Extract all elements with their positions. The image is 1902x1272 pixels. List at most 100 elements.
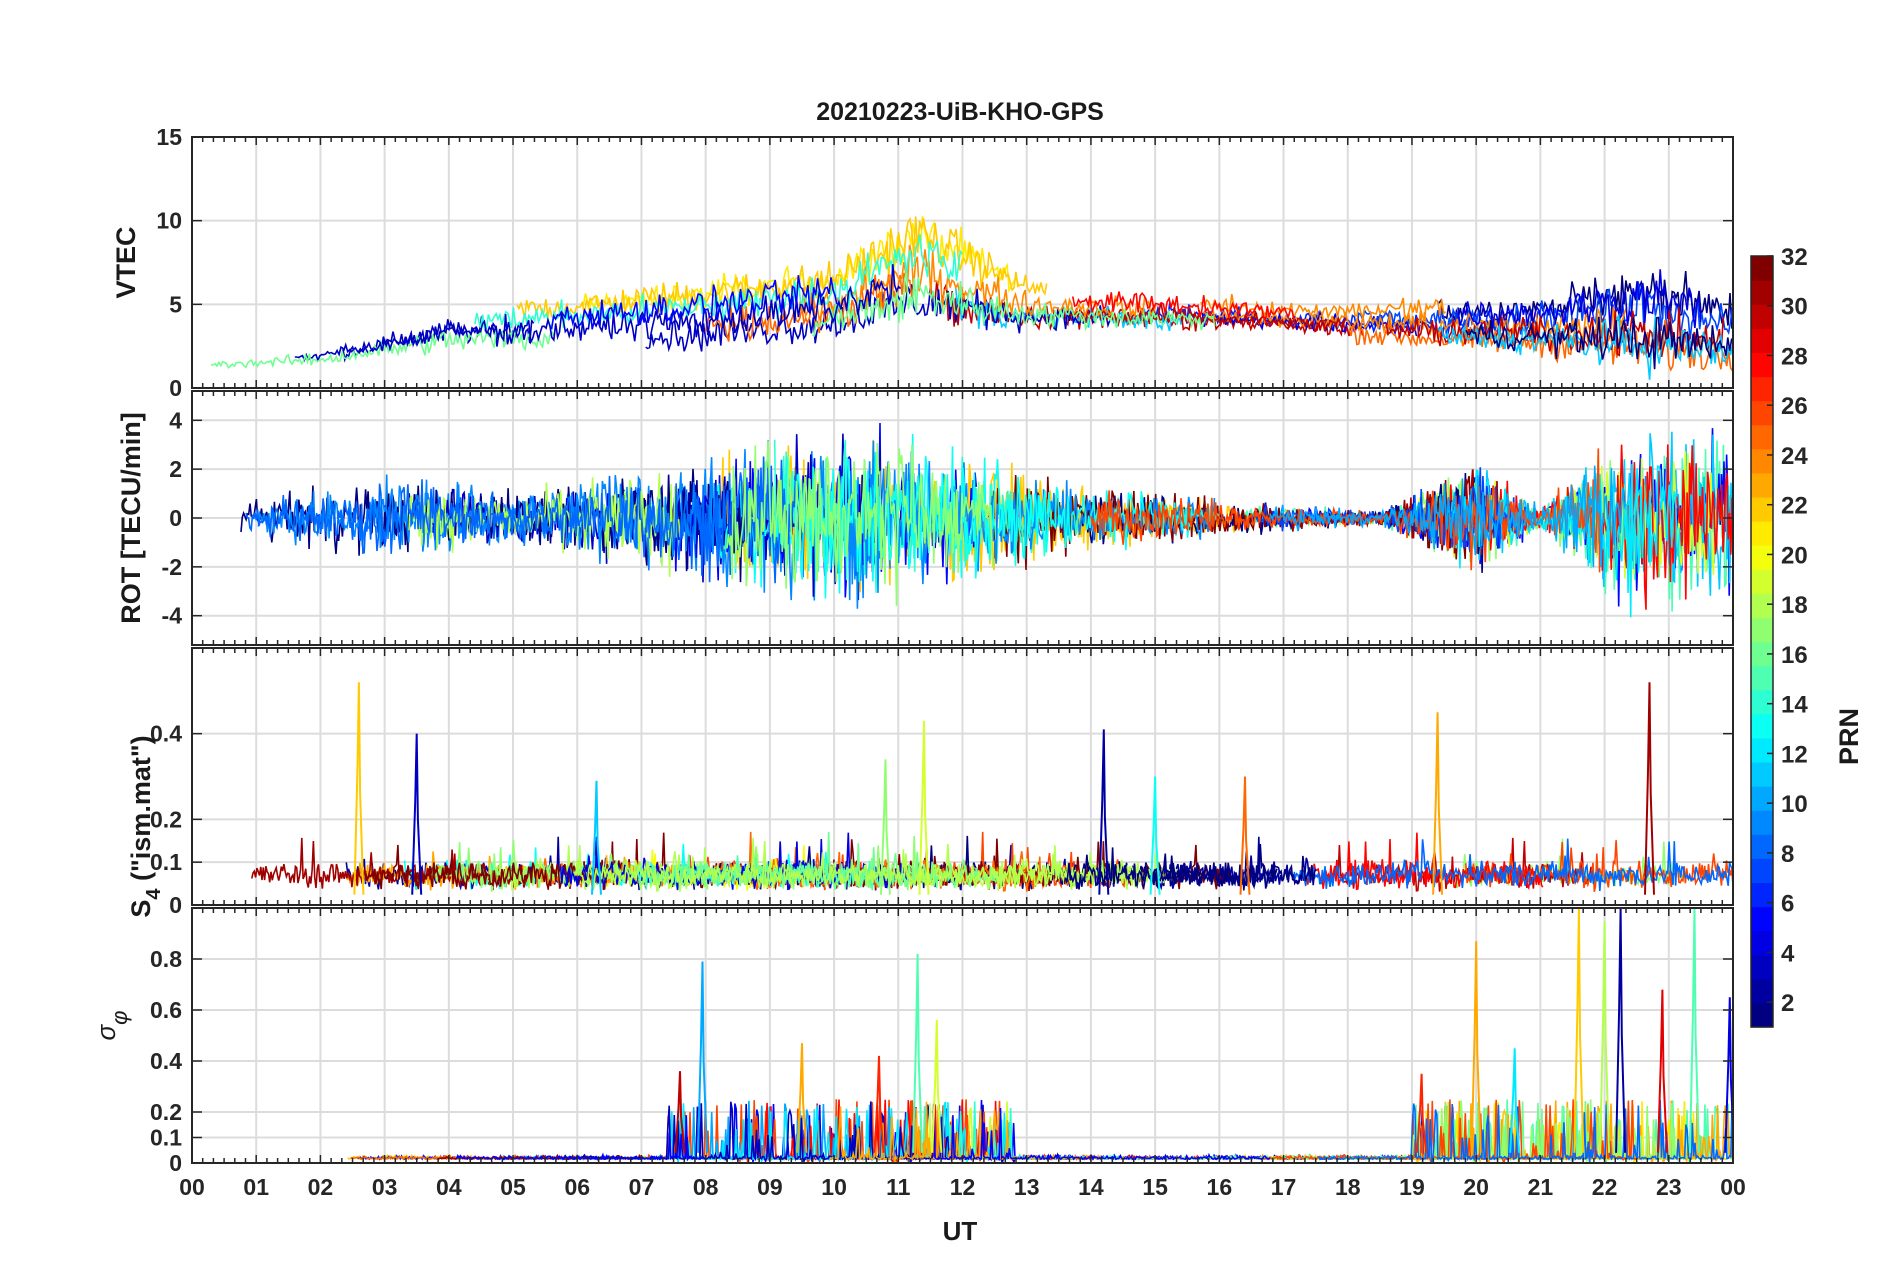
colorbar-tick-label: 24 <box>1781 443 1808 470</box>
x-tick-label: 21 <box>1528 1174 1554 1200</box>
panel-rot: -4 -2 0 2 4 ROT [TECU/min] <box>116 390 1734 646</box>
colorbar-band <box>1751 713 1773 739</box>
peak-trace <box>353 682 365 895</box>
peak-trace <box>1509 1048 1521 1153</box>
x-tick-label: 22 <box>1592 1174 1618 1200</box>
satellite-trace <box>516 216 1048 320</box>
colorbar-tick-label: 16 <box>1781 642 1808 669</box>
peak-trace <box>931 1020 943 1153</box>
y-tick-label: 0 <box>169 505 182 531</box>
satellite-trace <box>245 456 797 584</box>
peak-trace <box>1432 712 1444 895</box>
x-tick-label: 03 <box>372 1174 398 1200</box>
y-tick-label: 10 <box>156 208 182 234</box>
satellite-trace <box>455 1115 704 1162</box>
colorbar-tick-label: 26 <box>1781 393 1808 420</box>
panel-sigma_phi: 00.10.2 0.4 0.6 0.8 σφ <box>91 907 1734 1176</box>
x-axis: 00 01 02 03 04 05 06 07 08 09 10 11 12 13 14 15 16 17 18 19… <box>179 1174 1746 1200</box>
traces-s4 <box>251 682 1733 895</box>
peak-trace <box>1656 989 1668 1153</box>
colorbar-tick-label: 18 <box>1781 592 1808 619</box>
colorbar-band <box>1751 352 1773 378</box>
colorbar-band <box>1751 545 1773 570</box>
peak-trace <box>1098 729 1110 895</box>
y-tick-label: 0 <box>169 892 182 918</box>
peak-trace <box>591 780 602 895</box>
x-tick-label: 00 <box>1720 1174 1746 1200</box>
satellite-trace <box>1293 838 1733 892</box>
x-tick-label: 07 <box>629 1174 655 1200</box>
colorbar-tick-label: 32 <box>1781 244 1808 271</box>
peak-trace <box>1573 908 1585 1153</box>
y-tick-label: -4 <box>162 603 183 629</box>
y-tick-label: 4 <box>169 407 182 433</box>
x-tick-label: 20 <box>1463 1174 1489 1200</box>
satellite-trace <box>847 451 1216 609</box>
traces-rot <box>240 422 1733 618</box>
colorbar-band <box>1751 448 1773 474</box>
colorbar-band <box>1751 593 1773 619</box>
satellite-trace <box>1457 269 1702 330</box>
panel-vtec: 0 5 10 15 VTEC <box>111 124 1734 401</box>
colorbar-band <box>1751 930 1773 956</box>
colorbar-tick-label: 14 <box>1781 692 1808 719</box>
y-tick-label: 0.6 <box>150 997 182 1023</box>
colorbar-tick-label: 12 <box>1781 741 1808 768</box>
peak-trace <box>1615 908 1627 1153</box>
x-tick-label: 08 <box>693 1174 719 1200</box>
colorbar-band <box>1751 617 1773 643</box>
peak-trace <box>880 759 891 895</box>
y-tick-label: 0.4 <box>150 721 182 747</box>
x-tick-label: 12 <box>950 1174 976 1200</box>
satellite-trace <box>1071 291 1296 322</box>
x-tick-label: 16 <box>1207 1174 1233 1200</box>
satellite-trace <box>1437 313 1733 380</box>
peak-trace <box>411 733 423 895</box>
peak-trace <box>796 1043 808 1153</box>
colorbar-band <box>1751 569 1773 594</box>
colorbar-tick-label: 2 <box>1781 990 1794 1017</box>
satellite-trace <box>930 1103 1271 1162</box>
x-tick-label: 19 <box>1399 1174 1425 1200</box>
y-tick-label: 0.1 <box>150 849 182 875</box>
x-tick-label: 18 <box>1335 1174 1361 1200</box>
x-tick-label: 10 <box>821 1174 847 1200</box>
colorbar-band <box>1751 304 1773 329</box>
satellite-trace <box>704 272 917 343</box>
peak-trace <box>873 1055 885 1153</box>
satellite-trace <box>811 272 1216 337</box>
peak-trace <box>912 953 923 1153</box>
y-tick-label: 0.2 <box>150 806 182 832</box>
colorbar-band <box>1751 689 1773 715</box>
colorbar-band <box>1751 834 1773 859</box>
colorbar-band <box>1751 906 1773 932</box>
satellite-trace <box>365 844 608 891</box>
colorbar-band <box>1751 978 1773 1004</box>
y-tick-label: 0.2 <box>150 1099 182 1125</box>
satellite-trace <box>726 440 994 606</box>
y-axis-label: S4 ("ism.mat") <box>126 735 165 917</box>
x-tick-label: 11 <box>886 1174 911 1200</box>
satellite-trace <box>575 837 1142 892</box>
colorbar-tick-label: 10 <box>1781 791 1808 818</box>
colorbar-tick-label: 22 <box>1781 493 1808 520</box>
x-tick-label: 14 <box>1078 1174 1104 1200</box>
traces-vtec <box>210 216 1733 380</box>
colorbar-band <box>1751 641 1773 667</box>
chart-title: 20210223-UiB-KHO-GPS <box>816 98 1104 126</box>
x-tick-label: 04 <box>436 1174 462 1200</box>
y-tick-label: 0 <box>169 375 182 401</box>
colorbar-band <box>1751 280 1773 305</box>
peak-trace <box>1689 908 1700 1153</box>
satellite-trace <box>1317 1099 1733 1163</box>
satellite-trace <box>294 316 535 363</box>
peak-trace <box>1149 776 1161 895</box>
colorbar-band <box>1751 1002 1773 1028</box>
colorbar-label: PRN <box>1834 708 1864 765</box>
colorbar-tick-label: 4 <box>1781 940 1795 967</box>
satellite-trace <box>1437 271 1733 329</box>
panel-frame <box>191 136 1734 389</box>
y-tick-label: -2 <box>162 554 182 580</box>
